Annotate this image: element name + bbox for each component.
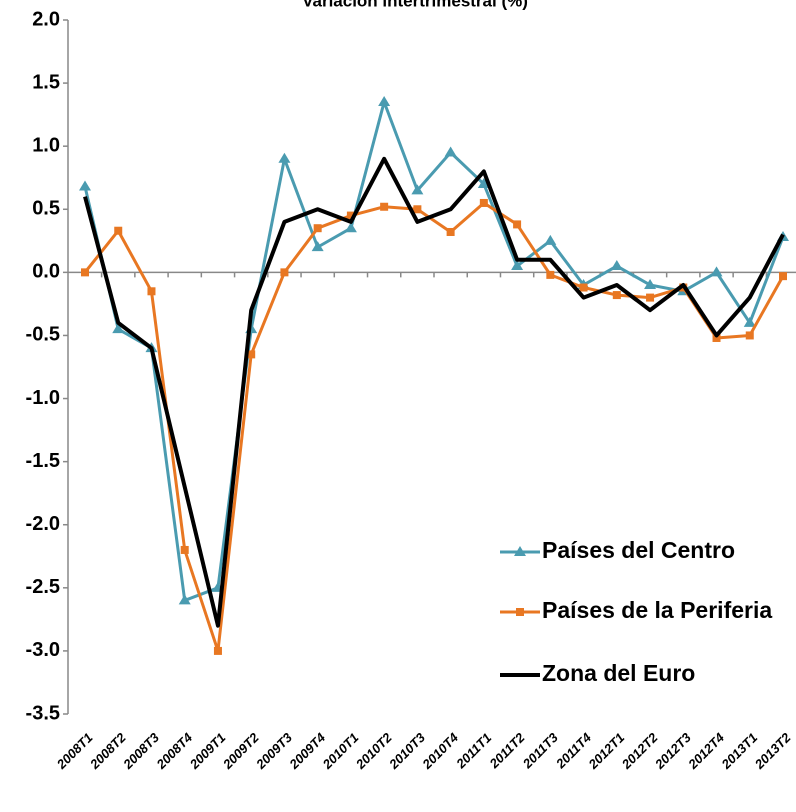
x-tick-label: 2008T4 [153,729,196,772]
y-tick-label: -1.5 [26,450,60,472]
x-tick-label: 2010T4 [419,729,462,772]
x-tick-label: 2011T2 [486,729,528,771]
y-tick-label: -3.5 [26,702,60,724]
marker [444,146,457,157]
marker [178,594,191,605]
series-line [83,100,785,602]
marker [779,272,787,281]
marker [610,260,623,271]
marker [544,234,557,245]
y-tick-label: 1.5 [32,71,60,93]
marker [278,152,291,163]
marker [612,291,621,300]
marker [378,96,391,107]
x-tick-label: 2011T4 [552,729,594,771]
marker [516,608,524,616]
x-tick-label: 2010T1 [319,730,361,772]
marker [213,646,222,655]
x-tick-label: 2010T2 [352,729,395,772]
x-tick-label: 2013T1 [718,730,760,772]
marker [280,268,289,277]
marker [514,546,526,556]
marker [446,227,455,236]
marker [646,293,655,302]
marker [710,266,723,277]
marker [743,316,756,327]
legend-label: Países del Centro [542,537,735,563]
chart-title: Variación intertrimestral (%) [302,0,528,10]
x-tick-label: 2010T3 [385,729,428,772]
y-tick-label: -2.0 [26,513,60,535]
x-tick-label: 2012T3 [651,729,694,772]
legend-label: Zona del Euro [542,660,695,686]
y-tick-label: 2.0 [32,8,60,30]
marker [114,226,123,235]
legend-label: Países de la Periferia [542,597,772,623]
marker [311,241,324,252]
x-tick-label: 2012T2 [618,729,661,772]
marker [112,323,125,334]
y-tick-label: 0.5 [32,198,60,220]
x-tick-label: 2011T3 [519,729,561,771]
marker [546,270,555,279]
marker [79,180,91,191]
marker [411,184,424,195]
marker [644,278,657,289]
x-tick-label: 2009T2 [219,729,262,772]
marker [180,545,189,554]
marker [579,283,588,292]
marker [477,178,490,189]
y-tick-label: -2.5 [26,576,60,598]
marker [380,202,389,211]
x-tick-label: 2009T4 [286,729,329,772]
marker [513,220,522,229]
y-tick-label: 1.0 [32,134,60,156]
y-tick-label: -1.0 [26,387,60,409]
marker [479,198,488,207]
x-tick-label: 2013T2 [751,729,794,772]
x-tick-label: 2008T1 [53,730,95,772]
marker [511,260,524,271]
x-tick-label: 2008T2 [86,729,129,772]
marker [81,268,89,277]
series-line [83,201,785,653]
series-line [83,156,785,628]
y-tick-label: 0.0 [32,261,60,283]
marker [344,222,357,233]
marker [712,333,721,342]
x-tick-label: 2011T1 [453,730,495,772]
marker [147,287,156,296]
marker [413,205,422,214]
x-tick-label: 2009T1 [186,730,228,772]
x-tick-label: 2008T3 [120,729,163,772]
y-tick-label: -3.0 [26,639,60,661]
marker [745,331,754,340]
marker [247,350,256,359]
x-tick-label: 2009T3 [252,729,295,772]
marker [346,211,355,220]
marker [313,224,322,233]
x-tick-label: 2012T4 [685,729,728,772]
y-tick-label: -0.5 [26,324,60,346]
x-tick-label: 2012T1 [585,730,627,772]
